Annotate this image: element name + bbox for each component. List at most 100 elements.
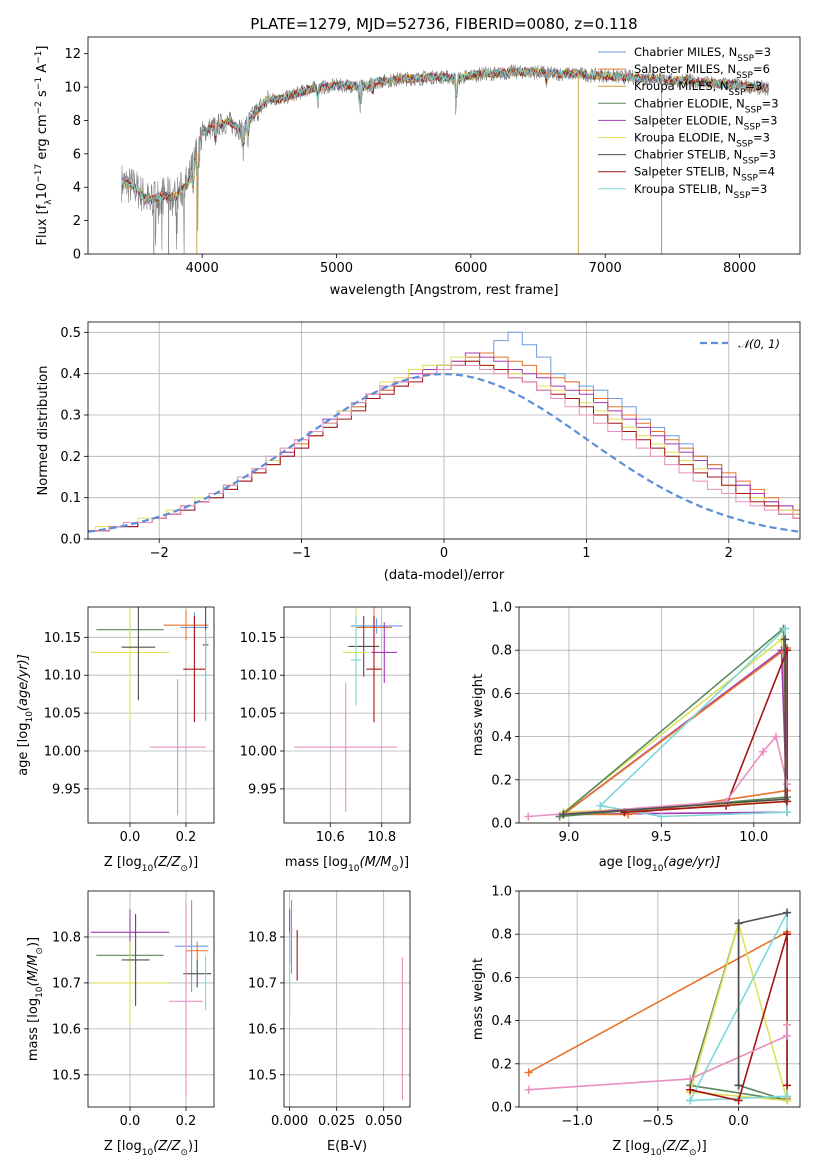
x-tick-label: 0.050 — [365, 1114, 402, 1129]
y-tick-label: 0.2 — [60, 450, 81, 465]
y-tick-label: 0 — [73, 248, 81, 263]
mass-weight-marker — [686, 1085, 695, 1094]
legend-entry-label-part: =3 — [761, 113, 778, 127]
y-tick-label: 10.10 — [44, 669, 81, 684]
legend-entry-label: Salpeter ELODIE, NSSP=3 — [634, 113, 777, 132]
legend-entry-label-part: SSP — [729, 88, 746, 98]
y-axis-label: mass [log10(M/M⊙)] — [26, 937, 45, 1061]
legend-entry-label: Kroupa STELIB, NSSP=3 — [634, 182, 767, 201]
y-axis-label-part: 10 — [35, 986, 45, 998]
legend-entry-label-part: SSP — [734, 191, 751, 201]
x-tick-label: −0.5 — [642, 1114, 674, 1129]
axes-frame — [283, 606, 411, 824]
y-axis-label-part: A — [35, 64, 50, 77]
y-tick-label: 0.5 — [60, 326, 81, 341]
legend-entry-label: Salpeter STELIB, NSSP=4 — [634, 165, 775, 184]
y-tick-label: 10.7 — [52, 976, 81, 991]
axes-frame — [87, 321, 801, 540]
mass-weight-marker — [783, 1031, 792, 1040]
axes-frame — [87, 890, 215, 1108]
y-axis-label-part: s — [35, 90, 50, 101]
x-tick-label: 10.6 — [316, 830, 345, 845]
y-axis-label-part: (M/M — [26, 955, 41, 987]
plot-area — [524, 908, 792, 1105]
mass-weight-marker — [783, 908, 792, 917]
x-tick-label: −1 — [292, 546, 311, 561]
plot-area — [121, 64, 770, 254]
panel-spectrum: 4000 5000 6000 7000 8000 0 2 4 6 8 10 12 PLATE=1279,… — [34, 15, 801, 298]
axes-frame — [87, 606, 215, 824]
mass-weight-marker — [759, 747, 768, 756]
y-tick-label: 0.0 — [491, 817, 512, 832]
axes-frame — [283, 890, 411, 1108]
x-tick-label: 0.0 — [728, 1114, 749, 1129]
x-tick-label: 10.0 — [739, 830, 768, 845]
legend-entry-label: Kroupa ELODIE, NSSP=3 — [634, 131, 770, 150]
mass-weight-marker — [771, 732, 780, 741]
x-tick-label: 0 — [440, 546, 448, 561]
chart-title: PLATE=1279, MJD=52736, FIBERID=0080, z=0… — [250, 15, 637, 33]
plot-area — [524, 624, 792, 821]
y-axis-label: mass weight — [471, 674, 486, 756]
legend-entry-label-part: Salpeter MILES, N — [634, 62, 736, 76]
y-axis-label-part: Flux [f — [35, 204, 50, 245]
mass-weight-line — [559, 626, 788, 818]
model-spectrum-line — [121, 66, 769, 203]
mass-weight-marker — [781, 624, 790, 633]
axes-frame — [518, 890, 801, 1108]
x-tick-label: 5000 — [320, 261, 353, 276]
mass-weight-marker — [734, 1096, 743, 1105]
normal-distribution-curve — [88, 372, 800, 533]
y-axis-label-part: −1 — [34, 77, 44, 90]
x-tick-label: 7000 — [589, 261, 622, 276]
mass-weight-marker — [783, 646, 792, 655]
legend-entry-label-part: Kroupa ELODIE, N — [634, 131, 736, 145]
y-axis-label-part: λ — [44, 199, 54, 205]
x-axis-label-part: (M/M — [360, 855, 392, 870]
x-tick-label: −2 — [150, 546, 169, 561]
y-tick-label: 10.8 — [52, 930, 81, 945]
x-axis-label-part: ⊙ — [180, 1148, 188, 1158]
mass-weight-marker — [559, 810, 568, 819]
y-tick-label: 10.05 — [240, 707, 277, 722]
x-axis-label-part: ⊙ — [391, 864, 399, 874]
legend-entry-label-part: =6 — [753, 62, 770, 76]
x-axis-label: age [log10(age/yr)] — [599, 855, 721, 874]
x-tick-label: −1.0 — [561, 1114, 593, 1129]
x-axis-label: wavelength [Angstrom, rest frame] — [330, 283, 559, 298]
legend-entry-label-part: SSP — [741, 174, 758, 184]
plot-area — [90, 900, 212, 1098]
x-tick-label: 0.000 — [271, 1114, 308, 1129]
y-tick-label: 10.6 — [248, 1022, 277, 1037]
legend-entry-label: Chabrier ELODIE, NSSP=3 — [634, 96, 779, 115]
x-tick-label: 9.0 — [559, 830, 580, 845]
legend-entry-label-part: SSP — [736, 140, 753, 150]
mass-weight-marker — [783, 1092, 792, 1101]
x-axis-label-part: ⊙ — [689, 1148, 697, 1158]
x-axis-label-part: (Z/Z — [153, 855, 181, 870]
plot-area — [88, 331, 800, 533]
y-axis-label-part: mass [log — [26, 998, 41, 1061]
legend-entry-label-part: SSP — [736, 71, 753, 81]
y-tick-label: 8 — [73, 114, 81, 129]
y-axis-label-part: (age/yr)] — [16, 654, 31, 711]
legend-entry-label-part: SSP — [742, 157, 759, 167]
legend-entry-label-part: Salpeter STELIB, N — [634, 165, 741, 179]
y-tick-label: 0.6 — [491, 971, 512, 986]
x-axis-label-part: Z [log — [104, 1139, 142, 1154]
y-tick-label: 10 — [64, 81, 81, 96]
mass-weight-marker — [722, 797, 731, 806]
y-tick-label: 10.6 — [52, 1022, 81, 1037]
y-tick-label: 6 — [73, 147, 81, 162]
y-tick-label: 0.4 — [491, 1014, 512, 1029]
mass-weight-marker — [783, 930, 792, 939]
x-axis-label-part: 10 — [652, 864, 664, 874]
x-axis-label: E(B-V) — [327, 1139, 367, 1154]
x-axis-label-part: )] — [188, 1139, 198, 1154]
plot-area — [289, 900, 404, 1101]
mass-weight-marker — [596, 801, 605, 810]
plot-area — [90, 607, 209, 816]
mass-weight-line — [624, 649, 788, 813]
x-tick-label: 0.2 — [176, 1114, 197, 1129]
